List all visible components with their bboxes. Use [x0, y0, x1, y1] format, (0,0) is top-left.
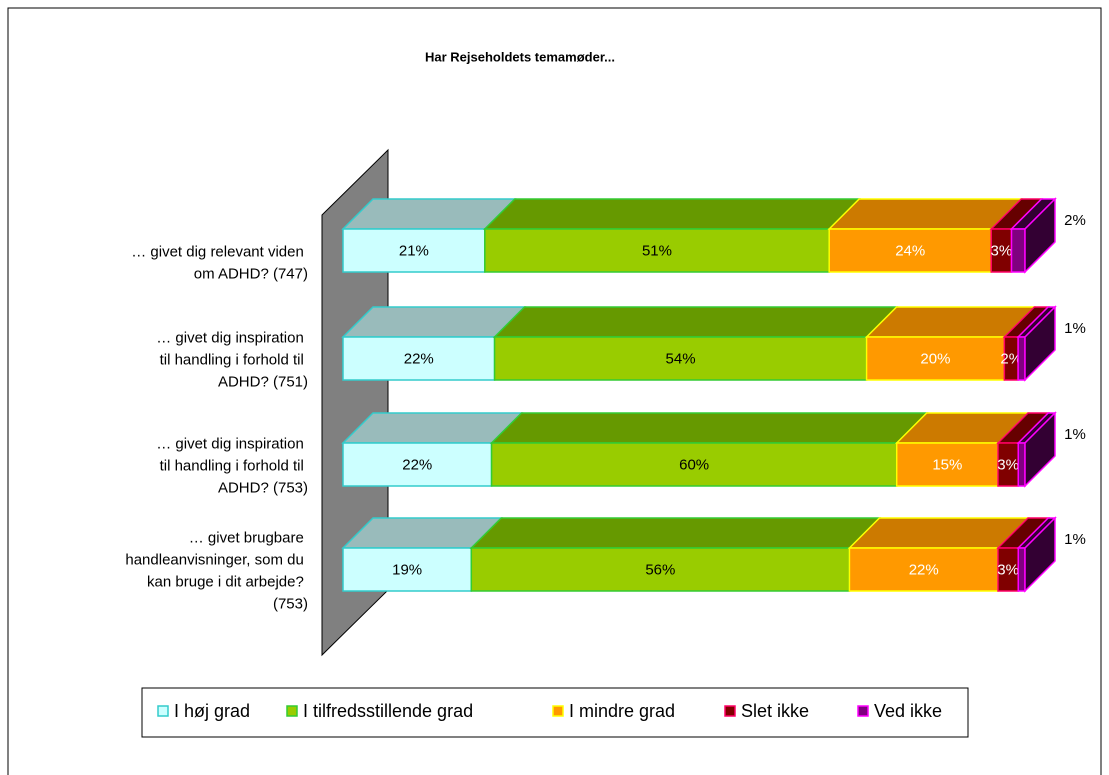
- legend-swatch: [724, 705, 736, 717]
- bar-top: [847, 517, 1030, 549]
- data-label: 1%: [1064, 320, 1086, 337]
- bar-front: [895, 442, 999, 487]
- data-label: 1%: [1064, 531, 1086, 548]
- bar-front: [484, 228, 830, 273]
- bar-front: [848, 547, 999, 592]
- bar-front: [342, 336, 496, 381]
- bar-segment: [489, 412, 929, 487]
- data-label: 22%: [402, 456, 432, 473]
- bar-front: [1010, 228, 1026, 273]
- bar-side: [1024, 516, 1056, 593]
- data-label: 21%: [399, 242, 429, 259]
- data-label: 56%: [645, 561, 675, 578]
- bar-segment: [1016, 516, 1057, 593]
- category-label-line: (753): [273, 595, 308, 612]
- data-label: 54%: [666, 350, 696, 367]
- category-label-line: … givet brugbare: [189, 529, 308, 546]
- legend-swatch: [157, 705, 169, 717]
- bar-segment: [827, 198, 1024, 273]
- category-label-line: ADHD? (751): [218, 373, 308, 390]
- bar-segment: [1009, 197, 1057, 274]
- bar-segment: [482, 198, 861, 273]
- bar-front: [828, 228, 992, 273]
- category-label-line: … givet dig relevant viden: [131, 243, 308, 260]
- bar-side: [1024, 305, 1056, 382]
- data-label: 22%: [909, 561, 939, 578]
- data-label: 2%: [1000, 350, 1022, 367]
- bar-segment: [469, 517, 882, 592]
- chart-border: [7, 7, 1102, 775]
- bar-segment: [996, 517, 1051, 592]
- data-label: 15%: [932, 456, 962, 473]
- bar-segment: [1016, 305, 1057, 382]
- data-label: 3%: [997, 456, 1019, 473]
- bar-top: [469, 517, 882, 549]
- data-label: 19%: [392, 561, 422, 578]
- data-label: 51%: [642, 242, 672, 259]
- data-label: 3%: [991, 242, 1013, 259]
- chart-title: Har Rejseholdets temamøder...: [425, 49, 615, 64]
- data-label: 24%: [895, 242, 925, 259]
- category-label-line: kan bruge i dit arbejde?: [147, 573, 308, 590]
- bar-side: [1024, 411, 1056, 488]
- bar-top: [492, 306, 899, 338]
- bar-segment: [996, 412, 1051, 487]
- category-label-line: ADHD? (753): [218, 479, 308, 496]
- legend-label: I tilfredsstillende grad: [303, 701, 473, 721]
- legend-label: Slet ikke: [741, 701, 809, 721]
- legend-swatch: [857, 705, 869, 717]
- bar-side: [1024, 197, 1056, 274]
- category-label-line: handleanvisninger, som du: [125, 551, 308, 568]
- legend-label: Ved ikke: [874, 701, 942, 721]
- bar-top: [489, 412, 929, 444]
- category-label: … givet dig inspiration til handling i f…: [156, 435, 308, 496]
- bar-top: [341, 412, 524, 444]
- bar-segment: [492, 306, 899, 381]
- data-label: 22%: [404, 350, 434, 367]
- bar-front: [470, 547, 851, 592]
- category-label-line: … givet dig inspiration: [156, 435, 308, 452]
- category-label-line: til handling i forhold til: [160, 351, 308, 368]
- bar-front: [1017, 547, 1026, 592]
- data-label: 20%: [920, 350, 950, 367]
- bar-top: [341, 306, 527, 338]
- category-label-line: til handling i forhold til: [160, 457, 308, 474]
- data-label: 2%: [1064, 212, 1086, 229]
- bar-front: [1017, 336, 1026, 381]
- bar-segment: [1016, 411, 1057, 488]
- legend-swatch: [552, 705, 564, 717]
- data-label: 1%: [1064, 426, 1086, 443]
- data-label: 60%: [679, 456, 709, 473]
- data-label: 3%: [997, 561, 1019, 578]
- category-label: … givet dig relevant viden om ADHD? (747…: [131, 243, 308, 282]
- category-label-line: … givet dig inspiration: [156, 329, 308, 346]
- legend-label: I mindre grad: [569, 701, 675, 721]
- bar-segment: [847, 517, 1030, 592]
- category-label-line: om ADHD? (747): [194, 265, 308, 282]
- bar-segment: [341, 306, 527, 381]
- bar-top: [827, 198, 1024, 230]
- legend-swatch: [286, 705, 298, 717]
- bar-segment: [864, 306, 1037, 381]
- legend-label: I høj grad: [174, 701, 250, 721]
- category-label: … givet brugbare handleanvisninger, som …: [125, 529, 308, 612]
- bar-front: [1017, 442, 1026, 487]
- bar-top: [482, 198, 861, 230]
- category-label: … givet dig inspiration til handling i f…: [156, 329, 308, 390]
